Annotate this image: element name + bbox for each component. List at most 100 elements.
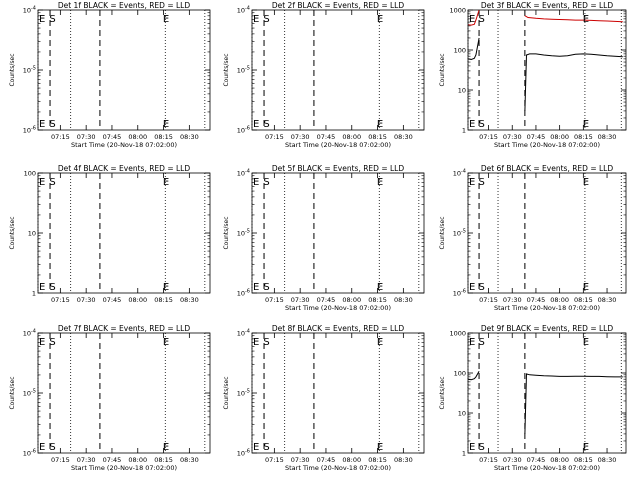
event-marker-S: S [49, 14, 55, 25]
x-tick-label: 07:45 [103, 456, 122, 464]
event-marker-E: E [253, 442, 259, 453]
event-marker-S: S [478, 337, 484, 348]
y-tick-label: 1000 [449, 7, 466, 15]
y-tick-label: 10-6 [23, 449, 36, 458]
y-tick-label: 10-6 [237, 126, 250, 135]
plot-panel-2: Det 2f BLACK = Events, RED = LLD Counts/s… [223, 1, 425, 149]
y-tick-label: 10-5 [453, 229, 466, 238]
x-tick-label: 07:15 [51, 456, 70, 464]
x-tick-label: 08:00 [342, 456, 361, 464]
x-tick-label: 08:00 [128, 456, 147, 464]
x-tick-label: 08:30 [180, 296, 199, 304]
event-marker-E: E [253, 14, 259, 25]
y-tick-label: 10 [458, 87, 466, 95]
plot-frame [467, 172, 627, 294]
panel-title: Det 1f BLACK = Events, RED = LLD [58, 1, 191, 10]
x-tick-label: 08:00 [550, 296, 569, 304]
panel-title: Det 2f BLACK = Events, RED = LLD [272, 1, 405, 10]
x-tick-label: 07:45 [527, 456, 546, 464]
y-tick-label: 10-5 [237, 229, 250, 238]
event-marker-E: E [39, 119, 45, 130]
x-tick-label: 07:30 [503, 456, 522, 464]
events-series-line [524, 53, 623, 111]
x-tick-label: 07:30 [77, 296, 96, 304]
x-axis-label: Start Time (20-Nov-18 07:02:00) [494, 464, 600, 472]
y-tick-label: 1000 [449, 330, 466, 338]
y-tick-label: 100 [454, 370, 466, 378]
event-marker-S: S [49, 282, 55, 293]
x-axis-label: Start Time (20-Nov-18 07:02:00) [71, 464, 177, 472]
x-tick-label: 08:30 [394, 456, 413, 464]
event-marker-S: S [49, 177, 55, 188]
x-axis-label: Start Time (20-Nov-18 07:02:00) [285, 141, 391, 149]
x-tick-label: 07:45 [317, 133, 336, 141]
event-marker-E: E [469, 177, 475, 188]
x-tick-label: 08:30 [598, 133, 617, 141]
panel-title: Det 8f BLACK = Events, RED = LLD [272, 324, 405, 333]
plot-frame [37, 172, 211, 294]
panel-title: Det 4f BLACK = Events, RED = LLD [58, 164, 191, 173]
x-tick-label: 07:15 [51, 133, 70, 141]
event-marker-S: S [478, 177, 484, 188]
x-tick-label: 08:15 [574, 133, 593, 141]
y-tick-label: 1 [32, 290, 36, 298]
y-tick-label: 10-6 [237, 449, 250, 458]
event-marker-E: E [469, 14, 475, 25]
plot-frame [251, 332, 425, 454]
x-tick-label: 07:15 [479, 296, 498, 304]
lld-series-line [524, 15, 623, 23]
event-marker-E: E [253, 282, 259, 293]
x-tick-label: 07:30 [503, 133, 522, 141]
x-tick-label: 08:30 [598, 456, 617, 464]
x-tick-label: 07:15 [265, 456, 284, 464]
event-marker-E: E [163, 14, 169, 25]
panel-title: Det 5f BLACK = Events, RED = LLD [272, 164, 405, 173]
plot-frame [37, 9, 211, 131]
x-tick-label: 07:15 [265, 133, 284, 141]
x-tick-label: 08:30 [180, 133, 199, 141]
x-tick-label: 08:15 [368, 296, 387, 304]
y-tick-label: 10-6 [237, 289, 250, 298]
y-tick-label: 100 [24, 170, 36, 178]
y-axis-label: Counts/sec [439, 376, 446, 409]
x-axis-label: Start Time (20-Nov-18 07:02:00) [71, 141, 177, 149]
plot-frame [251, 9, 425, 131]
y-tick-label: 100 [454, 47, 466, 55]
event-marker-E: E [469, 442, 475, 453]
x-tick-label: 08:00 [342, 133, 361, 141]
event-marker-S: S [49, 119, 55, 130]
event-marker-E: E [377, 177, 383, 188]
event-marker-S: S [263, 282, 269, 293]
x-tick-label: 07:30 [291, 456, 310, 464]
x-tick-label: 08:00 [550, 133, 569, 141]
x-tick-label: 08:15 [154, 456, 173, 464]
event-marker-E: E [253, 177, 259, 188]
event-marker-E: E [377, 337, 383, 348]
event-marker-E: E [583, 119, 589, 130]
event-marker-E: E [39, 14, 45, 25]
x-tick-label: 07:30 [77, 133, 96, 141]
y-axis-label: Counts/sec [9, 216, 16, 249]
event-marker-E: E [39, 442, 45, 453]
x-tick-label: 07:45 [527, 133, 546, 141]
x-tick-label: 08:00 [342, 296, 361, 304]
y-tick-label: 1 [462, 127, 466, 135]
lld-series-line [467, 9, 480, 26]
event-marker-E: E [469, 119, 475, 130]
panel-title: Det 7f BLACK = Events, RED = LLD [58, 324, 191, 333]
x-tick-label: 07:15 [265, 296, 284, 304]
event-marker-E: E [163, 119, 169, 130]
plot-panel-4: Det 4f BLACK = Events, RED = LLD Counts/s… [9, 164, 211, 304]
x-tick-label: 08:00 [128, 133, 147, 141]
plot-panel-5: Det 5f BLACK = Events, RED = LLD Counts/s… [223, 164, 425, 312]
x-tick-label: 07:45 [527, 296, 546, 304]
plot-panel-3: Det 3f BLACK = Events, RED = LLD Counts/s… [439, 1, 627, 149]
y-tick-label: 10-5 [237, 389, 250, 398]
y-tick-label: 10-6 [453, 289, 466, 298]
event-marker-E: E [39, 177, 45, 188]
event-marker-S: S [478, 119, 484, 130]
y-tick-label: 10-4 [23, 6, 36, 15]
x-tick-label: 08:15 [368, 133, 387, 141]
x-tick-label: 08:15 [154, 296, 173, 304]
plot-frame [467, 332, 627, 454]
